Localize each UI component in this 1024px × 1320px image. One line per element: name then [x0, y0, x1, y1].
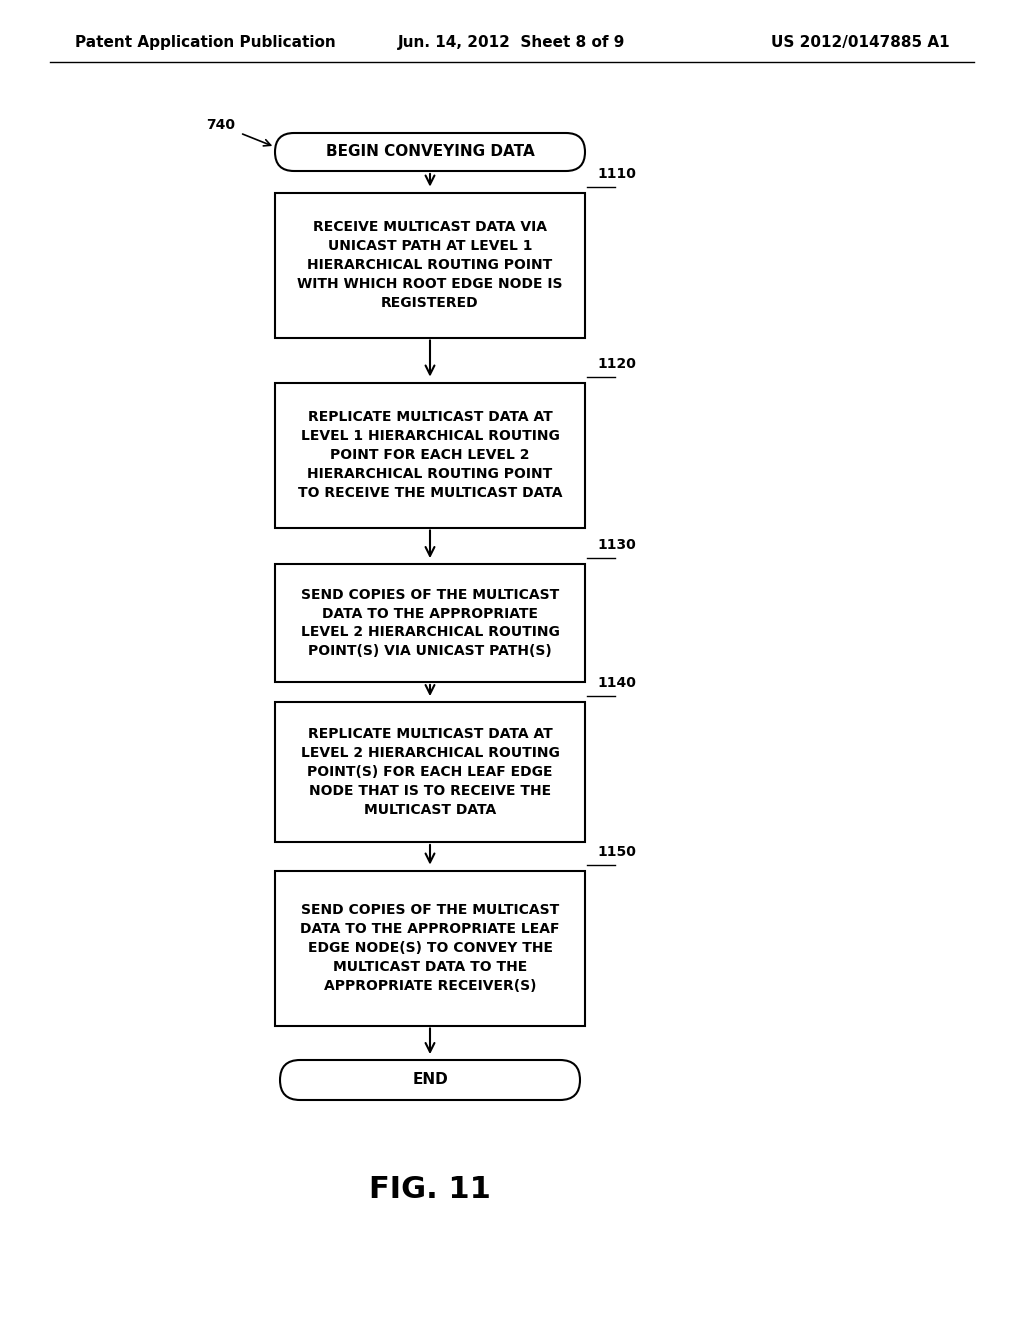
Text: RECEIVE MULTICAST DATA VIA
UNICAST PATH AT LEVEL 1
HIERARCHICAL ROUTING POINT
WI: RECEIVE MULTICAST DATA VIA UNICAST PATH …: [297, 220, 563, 310]
Text: SEND COPIES OF THE MULTICAST
DATA TO THE APPROPRIATE
LEVEL 2 HIERARCHICAL ROUTIN: SEND COPIES OF THE MULTICAST DATA TO THE…: [301, 587, 559, 659]
Text: US 2012/0147885 A1: US 2012/0147885 A1: [771, 34, 950, 49]
FancyBboxPatch shape: [280, 1060, 580, 1100]
Text: 1150: 1150: [597, 845, 636, 858]
Text: 1120: 1120: [597, 356, 636, 371]
Text: FIG. 11: FIG. 11: [369, 1176, 490, 1204]
Text: SEND COPIES OF THE MULTICAST
DATA TO THE APPROPRIATE LEAF
EDGE NODE(S) TO CONVEY: SEND COPIES OF THE MULTICAST DATA TO THE…: [300, 903, 560, 993]
Bar: [275, 870, 585, 1026]
Text: REPLICATE MULTICAST DATA AT
LEVEL 2 HIERARCHICAL ROUTING
POINT(S) FOR EACH LEAF : REPLICATE MULTICAST DATA AT LEVEL 2 HIER…: [301, 727, 559, 817]
Text: REPLICATE MULTICAST DATA AT
LEVEL 1 HIERARCHICAL ROUTING
POINT FOR EACH LEVEL 2
: REPLICATE MULTICAST DATA AT LEVEL 1 HIER…: [298, 411, 562, 500]
Text: BEGIN CONVEYING DATA: BEGIN CONVEYING DATA: [326, 144, 535, 160]
Text: 1110: 1110: [597, 166, 636, 181]
Bar: [275, 193, 585, 338]
Text: Jun. 14, 2012  Sheet 8 of 9: Jun. 14, 2012 Sheet 8 of 9: [398, 34, 626, 49]
Text: Patent Application Publication: Patent Application Publication: [75, 34, 336, 49]
Text: 740: 740: [206, 117, 234, 132]
Bar: [275, 702, 585, 842]
Bar: [275, 383, 585, 528]
Text: END: END: [412, 1072, 447, 1088]
Text: 1130: 1130: [597, 539, 636, 552]
Text: 1140: 1140: [597, 676, 636, 690]
Bar: [275, 564, 585, 682]
FancyBboxPatch shape: [275, 133, 585, 172]
